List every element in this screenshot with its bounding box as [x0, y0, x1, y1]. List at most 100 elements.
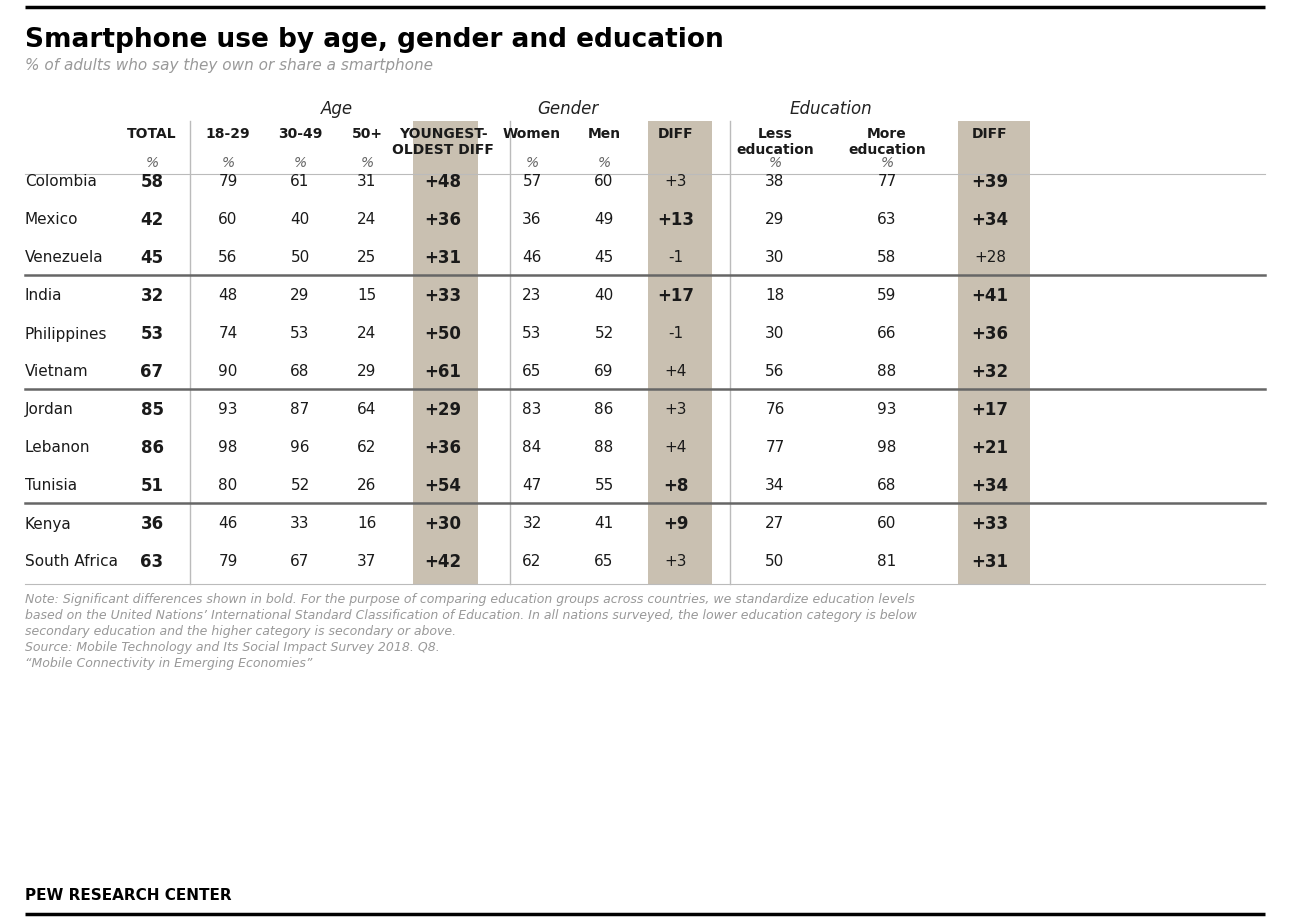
Text: 53: 53 — [141, 324, 164, 343]
Text: based on the United Nations’ International Standard Classification of Education.: based on the United Nations’ Internation… — [25, 608, 917, 621]
Text: 86: 86 — [595, 402, 614, 417]
Text: +28: +28 — [974, 250, 1006, 266]
Text: Gender: Gender — [538, 100, 599, 118]
Text: 46: 46 — [522, 250, 542, 266]
Text: 45: 45 — [595, 250, 614, 266]
Text: % of adults who say they own or share a smartphone: % of adults who say they own or share a … — [25, 58, 433, 73]
Text: 64: 64 — [357, 402, 377, 417]
Text: 42: 42 — [141, 210, 164, 229]
Text: 58: 58 — [141, 173, 164, 191]
Text: +48: +48 — [424, 173, 462, 191]
Text: %: % — [881, 156, 894, 170]
Bar — [413, 122, 479, 584]
Text: 29: 29 — [290, 289, 310, 303]
Text: +61: +61 — [424, 363, 462, 380]
Text: +36: +36 — [424, 210, 462, 229]
Text: +4: +4 — [664, 364, 688, 379]
Text: +4: +4 — [664, 440, 688, 455]
Text: 29: 29 — [357, 364, 377, 379]
Text: +3: +3 — [664, 402, 688, 417]
Text: Less
education: Less education — [737, 127, 814, 157]
Text: -1: -1 — [668, 250, 684, 266]
Text: 65: 65 — [522, 364, 542, 379]
Text: +34: +34 — [971, 210, 1009, 229]
Text: +9: +9 — [663, 515, 689, 532]
Text: 53: 53 — [290, 326, 310, 341]
Text: 16: 16 — [357, 516, 377, 531]
Text: 87: 87 — [290, 402, 310, 417]
Text: Vietnam: Vietnam — [25, 364, 89, 379]
Text: 60: 60 — [877, 516, 897, 531]
Text: 67: 67 — [290, 554, 310, 569]
Text: Philippines: Philippines — [25, 326, 107, 341]
Text: +50: +50 — [424, 324, 462, 343]
Text: 52: 52 — [595, 326, 614, 341]
Text: 23: 23 — [522, 289, 542, 303]
Text: 62: 62 — [357, 440, 377, 455]
Text: 76: 76 — [765, 402, 784, 417]
Text: Kenya: Kenya — [25, 516, 72, 531]
Text: +21: +21 — [971, 438, 1009, 457]
Text: -1: -1 — [668, 326, 684, 341]
Text: %: % — [222, 156, 235, 170]
Text: 88: 88 — [595, 440, 614, 455]
Text: 85: 85 — [141, 401, 164, 418]
Text: %: % — [293, 156, 307, 170]
Text: 50+: 50+ — [351, 127, 383, 141]
Text: %: % — [597, 156, 610, 170]
Text: +13: +13 — [658, 210, 694, 229]
Text: 53: 53 — [522, 326, 542, 341]
Text: 34: 34 — [765, 478, 784, 493]
Text: 50: 50 — [290, 250, 310, 266]
Text: 96: 96 — [290, 440, 310, 455]
Text: 93: 93 — [218, 402, 237, 417]
Text: 68: 68 — [290, 364, 310, 379]
Text: 60: 60 — [218, 212, 237, 227]
Text: 83: 83 — [522, 402, 542, 417]
Text: 68: 68 — [877, 478, 897, 493]
Text: Men: Men — [587, 127, 620, 141]
Text: +39: +39 — [971, 173, 1009, 191]
Text: “Mobile Connectivity in Emerging Economies”: “Mobile Connectivity in Emerging Economi… — [25, 656, 312, 669]
Text: %: % — [146, 156, 159, 170]
Text: 30: 30 — [765, 326, 784, 341]
Text: 47: 47 — [522, 478, 542, 493]
Text: +33: +33 — [424, 287, 462, 305]
Text: 50: 50 — [765, 554, 784, 569]
Text: 24: 24 — [357, 212, 377, 227]
Text: 60: 60 — [595, 175, 614, 189]
Text: 18-29: 18-29 — [205, 127, 250, 141]
Text: 38: 38 — [765, 175, 784, 189]
Text: Tunisia: Tunisia — [25, 478, 77, 493]
Text: +31: +31 — [424, 249, 462, 267]
Text: 41: 41 — [595, 516, 614, 531]
Text: Note: Significant differences shown in bold. For the purpose of comparing educat: Note: Significant differences shown in b… — [25, 593, 915, 606]
Text: +30: +30 — [424, 515, 462, 532]
Text: 32: 32 — [141, 287, 164, 305]
Text: 79: 79 — [218, 554, 237, 569]
Text: Age: Age — [321, 100, 352, 118]
Text: PEW RESEARCH CENTER: PEW RESEARCH CENTER — [25, 887, 232, 902]
Text: +31: +31 — [971, 552, 1009, 571]
Text: 77: 77 — [765, 440, 784, 455]
Text: 55: 55 — [595, 478, 614, 493]
Text: 24: 24 — [357, 326, 377, 341]
Text: %: % — [525, 156, 538, 170]
Text: 45: 45 — [141, 249, 164, 267]
Text: +3: +3 — [664, 175, 688, 189]
Text: 33: 33 — [290, 516, 310, 531]
Text: 37: 37 — [357, 554, 377, 569]
Text: 86: 86 — [141, 438, 164, 457]
Text: 30: 30 — [765, 250, 784, 266]
Text: 36: 36 — [522, 212, 542, 227]
Text: 36: 36 — [141, 515, 164, 532]
Text: DIFF: DIFF — [658, 127, 694, 141]
Text: +36: +36 — [971, 324, 1009, 343]
Text: 59: 59 — [877, 289, 897, 303]
Text: 65: 65 — [595, 554, 614, 569]
Text: +29: +29 — [424, 401, 462, 418]
Text: 66: 66 — [877, 326, 897, 341]
Text: 51: 51 — [141, 476, 164, 494]
Text: Lebanon: Lebanon — [25, 440, 90, 455]
Text: 25: 25 — [357, 250, 377, 266]
